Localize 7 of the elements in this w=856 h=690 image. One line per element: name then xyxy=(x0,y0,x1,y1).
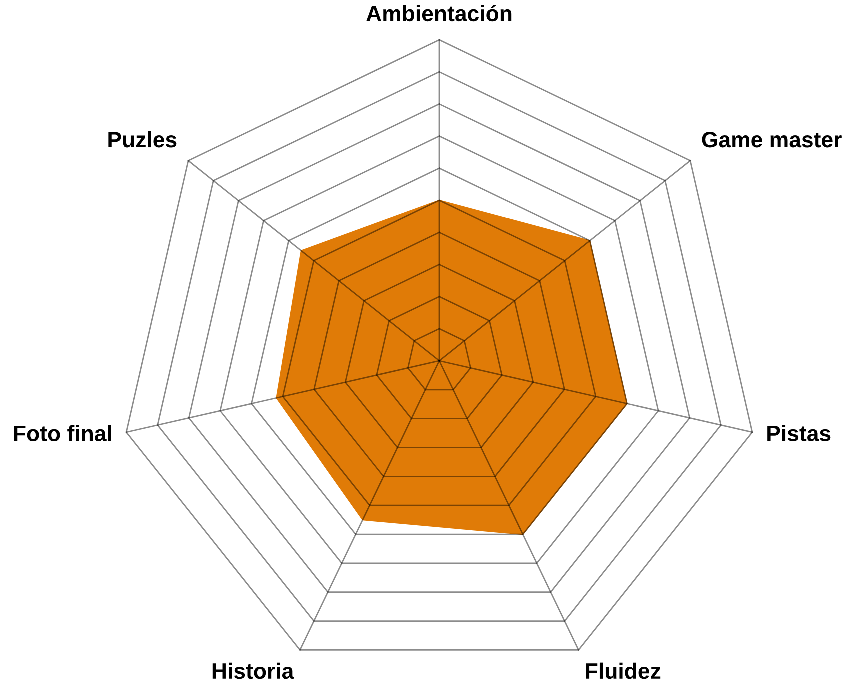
spoke-label: Game master xyxy=(702,132,842,148)
spoke-label: Foto final xyxy=(14,425,112,442)
spoke-label: Puzles xyxy=(108,131,177,148)
spoke-label: Pistas xyxy=(768,425,831,442)
spoke-label: Historia xyxy=(212,662,294,680)
spoke-label: Ambientación xyxy=(366,5,512,22)
spoke-label: Fluidez xyxy=(586,662,661,680)
